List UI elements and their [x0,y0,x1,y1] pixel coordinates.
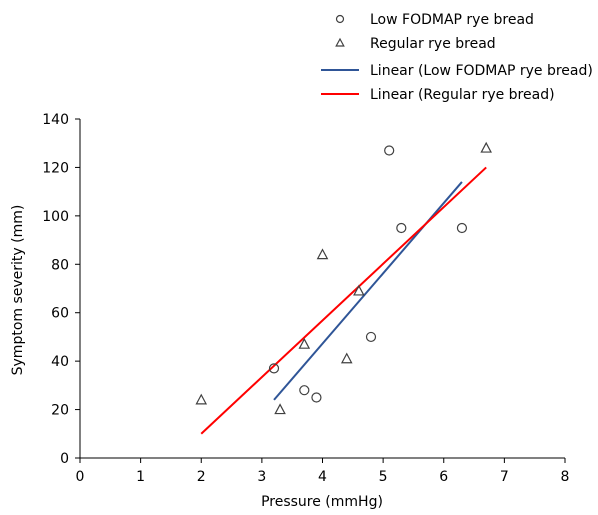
y-ticks: 0 20 40 60 80 100 120 140 [42,112,80,467]
point-low-fodmap [268,363,280,374]
legend-label-low-fodmap: Low FODMAP rye bread [370,12,534,28]
legend-label-linear-regular: Linear (Regular rye bread) [370,87,555,103]
x-tick-label: 4 [318,469,327,485]
y-tick-label: 140 [42,112,69,128]
point-regular [316,248,329,260]
y-tick-label: 40 [51,354,69,370]
legend-label-regular: Regular rye bread [370,36,496,52]
x-tick-label: 5 [379,469,388,485]
x-tick-label: 1 [136,469,145,485]
point-regular [340,352,353,364]
point-low-fodmap [311,392,322,403]
point-regular [274,403,286,415]
x-tick-label: 8 [561,469,570,485]
trendline-regular [200,166,487,435]
point-low-fodmap [299,385,310,396]
y-tick-label: 80 [51,257,69,273]
legend: Low FODMAP rye bread Regular rye bread L… [321,12,593,103]
y-tick-label: 0 [60,451,69,467]
x-ticks: 0 1 2 3 4 5 6 7 8 [76,458,570,485]
legend-marker-regular [335,37,345,47]
x-tick-label: 7 [500,469,509,485]
y-axis-title: Symptom severity (mm) [10,205,26,376]
x-tick-label: 2 [197,469,206,485]
axes [79,119,565,459]
point-low-fodmap [365,331,377,343]
point-regular [480,141,492,153]
y-tick-label: 20 [51,403,69,419]
y-tick-label: 100 [42,209,69,225]
point-low-fodmap [396,222,407,234]
point-regular [353,284,365,296]
point-low-fodmap [456,222,468,234]
point-regular [298,337,311,349]
legend-marker-low-fodmap [335,14,345,24]
y-tick-label: 120 [42,160,69,176]
data-points [195,141,492,415]
x-tick-label: 6 [439,469,448,485]
x-tick-label: 0 [76,469,85,485]
trendlines [200,166,487,435]
legend-label-linear-low-fodmap: Linear (Low FODMAP rye bread) [370,63,593,79]
x-axis-title: Pressure (mmHg) [261,494,383,510]
trendline-low-fodmap [273,181,463,401]
point-low-fodmap [384,145,395,156]
x-tick-label: 3 [257,469,266,485]
y-tick-label: 60 [51,306,69,322]
point-regular [195,393,208,405]
